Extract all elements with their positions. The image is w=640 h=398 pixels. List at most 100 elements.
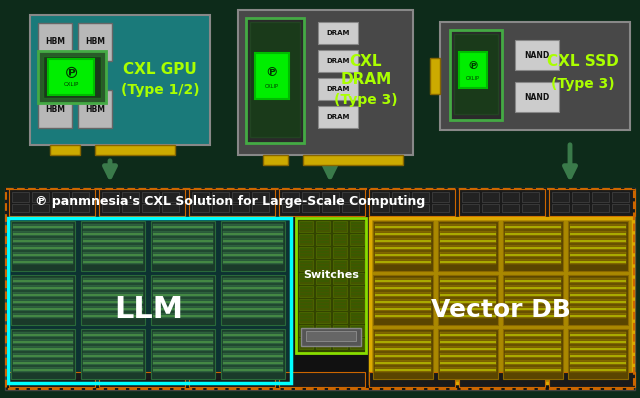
- Bar: [482, 192, 499, 202]
- Bar: [153, 313, 213, 318]
- Bar: [13, 278, 73, 283]
- Bar: [83, 299, 143, 304]
- Bar: [505, 308, 561, 310]
- Bar: [223, 348, 283, 350]
- Bar: [316, 234, 330, 245]
- Bar: [440, 240, 496, 242]
- Bar: [11, 329, 75, 379]
- Bar: [570, 369, 626, 371]
- Bar: [153, 254, 213, 256]
- Bar: [440, 341, 496, 343]
- Bar: [317, 280, 329, 282]
- Bar: [30, 15, 210, 145]
- Bar: [351, 235, 363, 237]
- Bar: [83, 285, 143, 290]
- Bar: [9, 189, 95, 216]
- Bar: [375, 332, 431, 337]
- Bar: [153, 261, 213, 263]
- Bar: [350, 338, 364, 349]
- Bar: [83, 308, 143, 310]
- Bar: [317, 316, 329, 318]
- Bar: [153, 332, 213, 337]
- Bar: [300, 222, 312, 224]
- Bar: [299, 286, 313, 297]
- Bar: [153, 301, 213, 303]
- Text: Vector DB: Vector DB: [431, 298, 571, 322]
- Bar: [83, 226, 143, 228]
- Bar: [570, 341, 626, 343]
- Bar: [38, 51, 106, 103]
- Bar: [83, 339, 143, 344]
- Bar: [317, 251, 329, 253]
- Bar: [223, 231, 283, 236]
- Bar: [306, 331, 356, 341]
- Bar: [263, 155, 288, 165]
- Bar: [300, 254, 312, 256]
- Bar: [83, 369, 143, 371]
- Bar: [612, 204, 629, 212]
- Bar: [351, 287, 363, 289]
- Bar: [83, 292, 143, 297]
- Bar: [300, 274, 312, 276]
- Bar: [440, 292, 496, 297]
- Bar: [153, 292, 213, 297]
- Bar: [440, 252, 496, 257]
- Bar: [342, 204, 359, 212]
- Bar: [552, 204, 569, 212]
- Bar: [13, 238, 73, 243]
- Bar: [299, 338, 313, 349]
- Bar: [300, 342, 312, 344]
- Bar: [223, 287, 283, 289]
- Bar: [570, 301, 626, 303]
- Bar: [392, 192, 409, 202]
- Bar: [373, 275, 433, 325]
- Bar: [570, 346, 626, 351]
- Bar: [48, 59, 94, 95]
- Bar: [505, 334, 561, 336]
- Bar: [246, 18, 304, 143]
- Bar: [11, 221, 75, 271]
- Bar: [299, 312, 313, 323]
- Bar: [13, 292, 73, 297]
- Bar: [375, 254, 431, 256]
- Bar: [334, 287, 346, 289]
- Bar: [375, 348, 431, 350]
- Text: ℗: ℗: [63, 66, 79, 80]
- Bar: [38, 90, 72, 128]
- Bar: [351, 254, 363, 256]
- Bar: [300, 345, 312, 347]
- Bar: [12, 204, 29, 212]
- Bar: [317, 238, 329, 240]
- Bar: [440, 313, 496, 318]
- Bar: [300, 319, 312, 321]
- Bar: [373, 221, 433, 271]
- Bar: [440, 299, 496, 304]
- Bar: [375, 280, 431, 282]
- Bar: [334, 326, 346, 328]
- Bar: [440, 22, 630, 130]
- Bar: [350, 325, 364, 336]
- Bar: [505, 315, 561, 317]
- Bar: [440, 348, 496, 350]
- Bar: [299, 221, 313, 232]
- Bar: [153, 362, 213, 364]
- Bar: [13, 355, 73, 357]
- Bar: [351, 264, 363, 266]
- Bar: [142, 204, 159, 212]
- Bar: [375, 285, 431, 290]
- Bar: [83, 287, 143, 289]
- Bar: [440, 238, 496, 243]
- Bar: [192, 204, 209, 212]
- Bar: [13, 341, 73, 343]
- Bar: [572, 204, 589, 212]
- Bar: [102, 192, 119, 202]
- Bar: [317, 277, 329, 279]
- Bar: [318, 78, 358, 100]
- Bar: [232, 192, 249, 202]
- Text: CXL: CXL: [349, 55, 382, 70]
- Bar: [351, 225, 363, 227]
- Bar: [83, 224, 143, 229]
- Bar: [334, 277, 346, 279]
- Bar: [223, 259, 283, 264]
- Bar: [505, 259, 561, 264]
